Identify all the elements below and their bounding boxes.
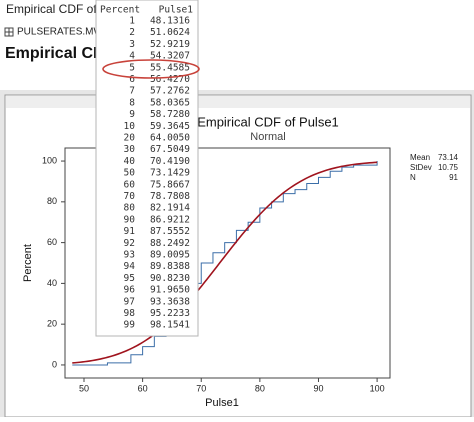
pulse-cell: 54.3207 (150, 51, 190, 62)
pulse-cell: 48.1316 (150, 16, 190, 27)
pulse-cell: 87.5552 (150, 226, 190, 237)
pulse-cell: 82.1914 (150, 203, 190, 214)
percent-cell: 1 (129, 16, 135, 27)
x-tick-label: 100 (370, 383, 385, 393)
pulse-cell: 73.1429 (150, 168, 190, 179)
y-axis-label: Percent (22, 244, 34, 282)
pulse-cell: 90.8230 (150, 273, 190, 284)
percent-cell: 92 (124, 238, 135, 249)
y-tick-label: 100 (42, 155, 57, 165)
x-tick-label: 70 (196, 383, 206, 393)
pulse-cell: 64.0050 (150, 133, 190, 144)
percent-cell: 7 (129, 86, 135, 97)
percent-cell: 40 (124, 156, 136, 167)
pulse-cell: 70.4190 (150, 156, 190, 167)
percent-cell: 8 (129, 97, 135, 108)
percent-cell: 70 (124, 191, 136, 202)
percent-cell: 95 (124, 273, 135, 284)
y-tick-label: 60 (47, 237, 57, 247)
x-axis-label: Pulse1 (205, 397, 239, 409)
file-name[interactable]: PULSERATES.MWX (17, 27, 110, 38)
x-tick-label: 90 (313, 383, 323, 393)
percent-cell: 50 (124, 168, 136, 179)
stat-label: StDev (410, 163, 432, 172)
y-tick-label: 40 (47, 278, 57, 288)
graph-bar (6, 96, 470, 108)
percent-cell: 94 (124, 261, 136, 272)
empirical-step (72, 161, 378, 366)
y-tick-label: 0 (52, 359, 57, 369)
file-icon (4, 27, 14, 37)
pulse-cell: 89.8388 (150, 261, 190, 272)
pulse-cell: 91.9650 (150, 285, 190, 296)
pulse-cell: 88.2492 (150, 238, 190, 249)
percent-cell: 3 (129, 39, 135, 50)
pulse-cell: 86.9212 (150, 214, 190, 225)
column-header: Percent (100, 5, 140, 16)
pulse-cell: 57.2762 (150, 86, 190, 97)
stat-value: 10.75 (438, 163, 459, 172)
y-tick-label: 20 (47, 319, 57, 329)
pulse-cell: 98.1541 (150, 320, 190, 331)
pulse-cell: 89.0095 (150, 250, 190, 261)
percent-cell: 4 (129, 51, 135, 62)
pulse-cell: 59.3645 (150, 121, 190, 132)
pulse-cell: 78.7808 (150, 191, 190, 202)
fitted-cdf (72, 161, 378, 364)
stat-label: N (410, 173, 416, 182)
graph-frame (4, 94, 472, 418)
heading: Empirical CDF (5, 45, 115, 62)
popup-box (95, 0, 199, 337)
x-tick-label: 80 (255, 383, 265, 393)
pulse-cell: 56.4270 (150, 74, 190, 85)
pulse-cell: 67.5049 (150, 144, 190, 155)
pulse-cell: 58.0365 (150, 97, 190, 108)
percent-cell: 97 (124, 296, 135, 307)
stat-value: 91 (449, 173, 458, 182)
stat-label: Mean (410, 153, 430, 162)
pulse-cell: 95.2233 (150, 308, 190, 319)
percent-cell: 93 (124, 250, 135, 261)
percent-cell: 9 (129, 109, 135, 120)
plot-frame (64, 147, 391, 379)
percent-cell: 20 (124, 133, 136, 144)
pulse-cell: 51.0624 (150, 27, 190, 38)
percent-cell: 90 (124, 214, 136, 225)
percent-cell: 6 (129, 74, 135, 85)
pulse-cell: 75.8667 (150, 179, 190, 190)
percent-cell: 96 (124, 285, 136, 296)
highlight-ellipse (102, 59, 200, 79)
x-tick-label: 60 (138, 383, 148, 393)
chart-subtitle: Normal (250, 131, 285, 143)
percent-cell: 2 (129, 27, 135, 38)
x-tick-label: 50 (79, 383, 89, 393)
chart-title: Empirical CDF of Pulse1 (197, 114, 339, 129)
pulse-cell: 58.7280 (150, 109, 190, 120)
column-header: Pulse1 (159, 5, 194, 16)
percent-cell: 98 (124, 308, 136, 319)
percent-cell: 30 (124, 144, 136, 155)
pulse-cell: 52.9219 (150, 39, 190, 50)
pulse-cell: 93.3638 (150, 296, 190, 307)
percent-cell: 80 (124, 203, 136, 214)
percent-cell: 5 (129, 62, 135, 73)
percent-cell: 60 (124, 179, 136, 190)
percent-cell: 10 (124, 121, 136, 132)
pulse-cell: 55.4585 (150, 62, 190, 73)
percent-cell: 99 (124, 320, 136, 331)
percent-cell: 91 (124, 226, 136, 237)
y-tick-label: 80 (47, 196, 57, 206)
stat-value: 73.14 (438, 153, 459, 162)
